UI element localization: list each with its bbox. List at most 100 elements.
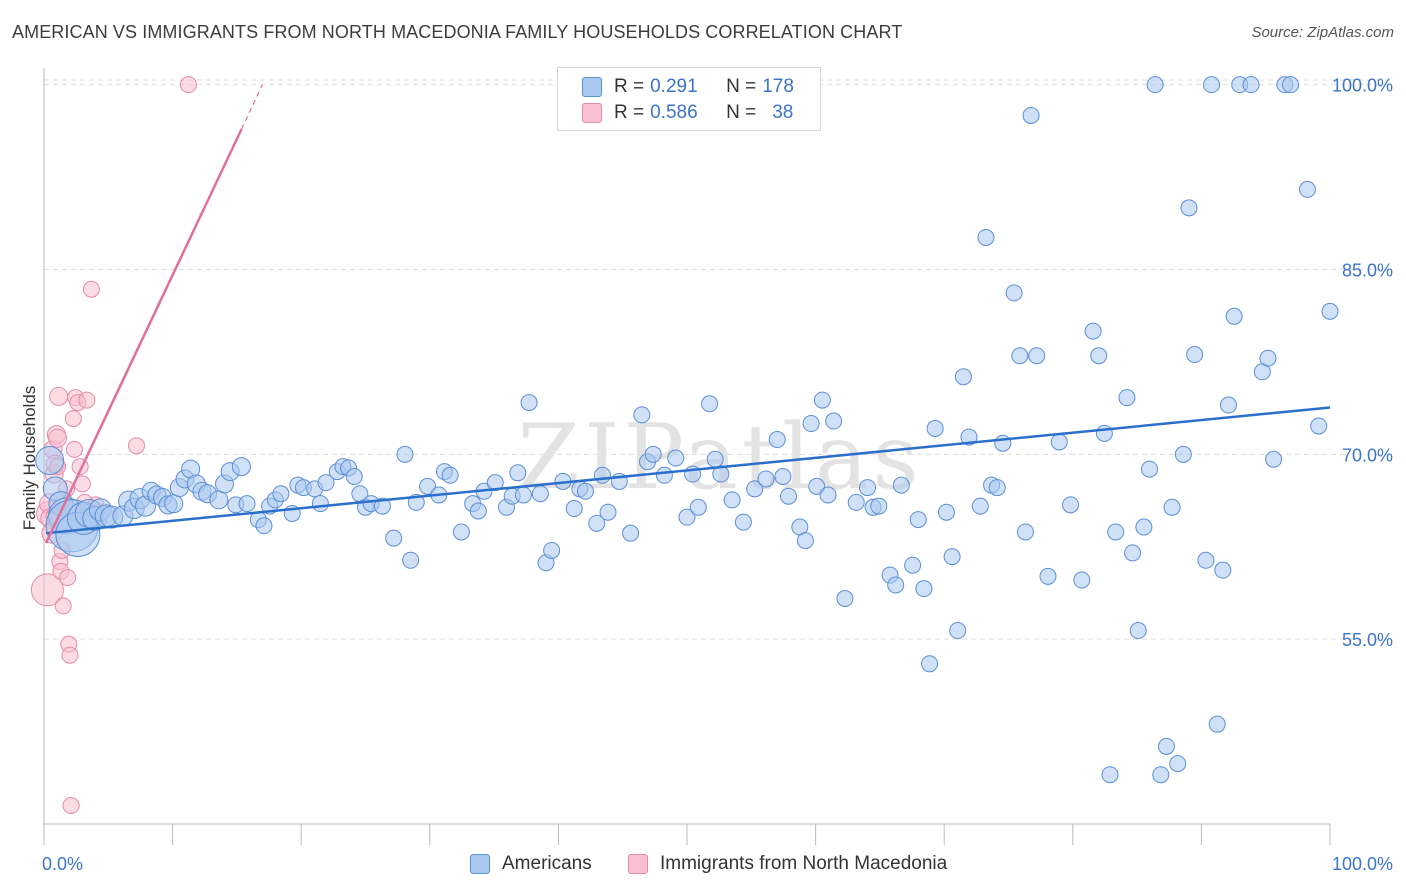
y-axis-title: Family Households xyxy=(20,386,39,531)
americans-point xyxy=(231,457,251,477)
americans-point xyxy=(644,445,662,463)
americans-point xyxy=(1146,76,1164,94)
legend-r-label: R = xyxy=(614,76,645,97)
bottom-legend-immigrants: Immigrants from North Macedonia xyxy=(628,851,947,877)
americans-point xyxy=(836,589,854,607)
americans-point xyxy=(1310,417,1328,435)
americans-trendline xyxy=(45,406,1331,535)
americans-point xyxy=(1141,460,1159,478)
americans-point xyxy=(796,532,814,550)
legend-swatch-pink xyxy=(582,103,602,123)
chart-title: AMERICAN VS IMMIGRANTS FROM NORTH MACEDO… xyxy=(12,22,903,42)
americans-point xyxy=(396,445,414,463)
americans-point xyxy=(960,428,978,446)
americans-point xyxy=(1124,544,1142,562)
americans-point xyxy=(531,485,549,503)
immigrants-point xyxy=(54,597,72,615)
immigrants-point xyxy=(179,76,197,94)
americans-point xyxy=(949,622,967,640)
americans-point xyxy=(870,497,888,515)
americans-point xyxy=(1152,766,1170,784)
legend-n-value: 178 xyxy=(762,76,794,97)
americans-point xyxy=(1073,571,1091,589)
americans-point xyxy=(164,494,184,514)
immigrants-point xyxy=(128,437,146,455)
americans-point xyxy=(1214,561,1232,579)
americans-point xyxy=(1169,755,1187,773)
americans-point xyxy=(1197,551,1215,569)
americans-point xyxy=(678,508,696,526)
x-tick-label-min: 0.0% xyxy=(42,854,83,874)
americans-point xyxy=(734,513,752,531)
americans-point xyxy=(1028,347,1046,365)
americans-point xyxy=(1118,389,1136,407)
bottom-legend-swatch-blue xyxy=(470,854,490,874)
americans-point xyxy=(311,495,329,513)
americans-point xyxy=(667,449,685,467)
americans-point xyxy=(808,477,826,495)
immigrants-point xyxy=(82,280,100,298)
americans-point xyxy=(1011,347,1029,365)
americans-point xyxy=(1174,445,1192,463)
americans-point xyxy=(1259,349,1277,367)
americans-point xyxy=(909,511,927,529)
americans-point xyxy=(1050,433,1068,451)
stats-legend: R = 0.291 N = 178 R = 0.586 N = 38 xyxy=(557,67,821,131)
americans-point xyxy=(780,487,798,505)
bottom-legend-swatch-pink xyxy=(628,854,648,874)
americans-point xyxy=(977,228,995,246)
americans-point xyxy=(576,482,594,500)
immigrants-point xyxy=(61,646,79,664)
immigrants-point xyxy=(48,428,68,448)
americans-point xyxy=(819,486,837,504)
americans-point xyxy=(272,485,290,503)
americans-point xyxy=(904,556,922,574)
americans-point xyxy=(238,495,256,513)
americans-point xyxy=(701,395,719,413)
americans-point xyxy=(1282,76,1300,94)
americans-point xyxy=(35,445,65,475)
americans-point xyxy=(757,470,775,488)
americans-point xyxy=(926,419,944,437)
americans-point xyxy=(209,490,229,510)
trend-layer xyxy=(44,84,1331,544)
americans-point xyxy=(921,655,939,673)
immigrants-point xyxy=(65,440,83,458)
americans-point xyxy=(1186,346,1204,364)
americans-point xyxy=(1129,622,1147,640)
americans-point xyxy=(988,479,1006,497)
immigrants-point xyxy=(49,386,69,406)
americans-point xyxy=(1022,106,1040,124)
americans-point xyxy=(655,466,673,484)
americans-point xyxy=(723,491,741,509)
americans-point xyxy=(1298,180,1316,198)
americans-point xyxy=(622,524,640,542)
americans-point xyxy=(599,503,617,521)
americans-point xyxy=(1005,284,1023,302)
legend-row-immigrants: R = 0.586 N = 38 xyxy=(582,100,793,126)
americans-point xyxy=(858,479,876,497)
americans-point xyxy=(469,502,487,520)
legend-n-label: N = xyxy=(726,76,757,97)
americans-point xyxy=(825,412,843,430)
americans-point xyxy=(1084,322,1102,340)
americans-point xyxy=(971,497,989,515)
americans-point xyxy=(633,406,651,424)
axis-layer xyxy=(43,68,1331,845)
legend-swatch-blue xyxy=(582,77,602,97)
americans-point xyxy=(689,498,707,516)
legend-n-label: N = xyxy=(726,102,757,123)
americans-point xyxy=(509,464,527,482)
americans-point xyxy=(1242,76,1260,94)
y-tick-label: 55.0% xyxy=(1342,630,1393,650)
americans-point xyxy=(1208,715,1226,733)
source-label: Source: ZipAtlas.com xyxy=(1251,24,1394,41)
americans-point xyxy=(593,466,611,484)
y-tick-label: 100.0% xyxy=(1332,76,1393,96)
americans-point xyxy=(419,477,437,495)
immigrants-point xyxy=(59,569,77,587)
americans-point xyxy=(565,500,583,518)
americans-point xyxy=(1095,424,1113,442)
americans-point xyxy=(1163,498,1181,516)
